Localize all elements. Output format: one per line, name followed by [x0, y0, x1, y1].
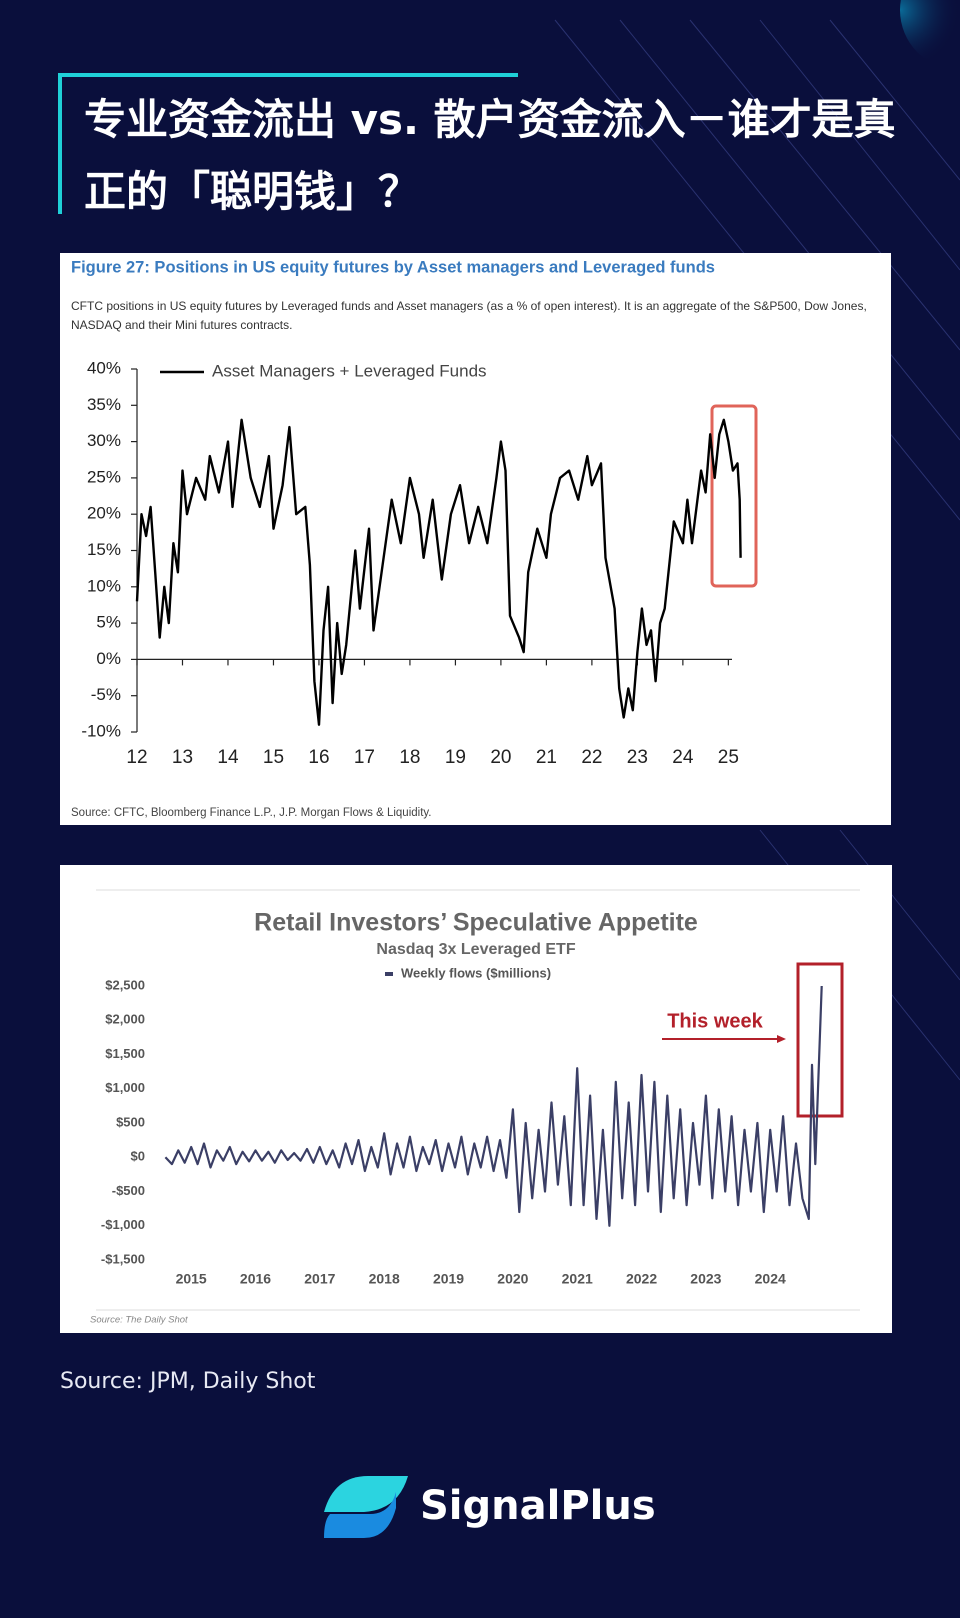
y-tick-label: 20% — [87, 504, 121, 523]
x-tick-label: 17 — [354, 747, 375, 768]
y-tick-label: 5% — [96, 613, 121, 632]
chart-subtitle: Nasdaq 3x Leveraged ETF — [376, 941, 575, 958]
y-tick-label: 15% — [87, 540, 121, 559]
chart-title: Retail Investors’ Speculative Appetite — [254, 909, 698, 937]
y-tick-label: 35% — [87, 395, 121, 414]
x-tick-label: 24 — [672, 747, 694, 768]
annotation: This week — [667, 1010, 763, 1032]
logo — [324, 1476, 408, 1512]
x-tick-label: 22 — [581, 747, 602, 768]
brand: SignalPlus — [420, 1483, 656, 1529]
x-tick-label: 2017 — [304, 1271, 335, 1287]
x-tick-label: 2015 — [176, 1271, 207, 1287]
x-tick-label: 13 — [172, 747, 193, 768]
series-line — [164, 985, 823, 1227]
page-source: Source: JPM, Daily Shot — [60, 1369, 316, 1394]
x-tick-label: 2018 — [369, 1271, 400, 1287]
y-tick-label: 0% — [96, 649, 121, 668]
x-tick-label: 2021 — [562, 1271, 593, 1287]
highlight-box — [796, 962, 844, 1118]
chart-title: Figure 27: Positions in US equity future… — [71, 258, 715, 276]
x-tick-label: 2023 — [690, 1271, 721, 1287]
legend-label: Asset Managers + Leveraged Funds — [212, 361, 487, 380]
y-tick-label: $0 — [131, 1149, 145, 1164]
series-line — [135, 418, 742, 726]
legend-label: Weekly flows ($millions) — [401, 965, 551, 980]
x-tick-label: 16 — [308, 747, 329, 768]
source: Source: CFTC, Bloomberg Finance L.P., J.… — [71, 807, 432, 819]
x-tick-label: 15 — [263, 747, 284, 768]
x-tick-label: 2022 — [626, 1271, 657, 1287]
source: Source: The Daily Shot — [90, 1315, 188, 1326]
annotation-arrow — [777, 1035, 786, 1043]
y-tick-label: -$1,500 — [101, 1251, 145, 1266]
logo — [324, 1492, 396, 1538]
y-tick-label: -10% — [81, 721, 121, 740]
x-tick-label: 25 — [718, 747, 739, 768]
x-tick-label: 2019 — [433, 1271, 464, 1287]
x-tick-label: 23 — [627, 747, 648, 768]
title-bracket — [58, 73, 518, 214]
x-tick-label: 21 — [536, 747, 557, 768]
x-tick-label: 18 — [399, 747, 420, 768]
page-title: 专业资金流出 vs. 散户资金流入－谁才是真正的「聪明钱」？ — [84, 95, 896, 216]
x-tick-label: 20 — [490, 747, 511, 768]
y-tick-label: 30% — [87, 431, 121, 450]
highlight-box — [710, 404, 758, 588]
x-tick-label: 2016 — [240, 1271, 271, 1287]
y-tick-label: -5% — [91, 685, 121, 704]
x-tick-label: 2024 — [755, 1271, 786, 1287]
x-tick-label: 14 — [217, 747, 239, 768]
y-tick-label: $1,500 — [105, 1046, 145, 1061]
y-tick-label: $2,000 — [105, 1012, 145, 1027]
y-tick-label: -$500 — [112, 1183, 145, 1198]
y-tick-label: $2,500 — [105, 977, 145, 992]
chart-subtitle: CFTC positions in US equity futures by L… — [71, 299, 867, 332]
y-tick-label: $1,000 — [105, 1080, 145, 1095]
y-tick-label: 25% — [87, 467, 121, 486]
panel — [60, 865, 892, 1333]
x-tick-label: 12 — [126, 747, 147, 768]
x-tick-label: 2020 — [497, 1271, 528, 1287]
y-tick-label: 40% — [87, 358, 121, 377]
y-tick-label: $500 — [116, 1114, 145, 1129]
y-tick-label: 10% — [87, 576, 121, 595]
x-tick-label: 19 — [445, 747, 466, 768]
panel — [60, 253, 891, 825]
y-tick-label: -$1,000 — [101, 1217, 145, 1232]
glow — [900, 0, 960, 70]
